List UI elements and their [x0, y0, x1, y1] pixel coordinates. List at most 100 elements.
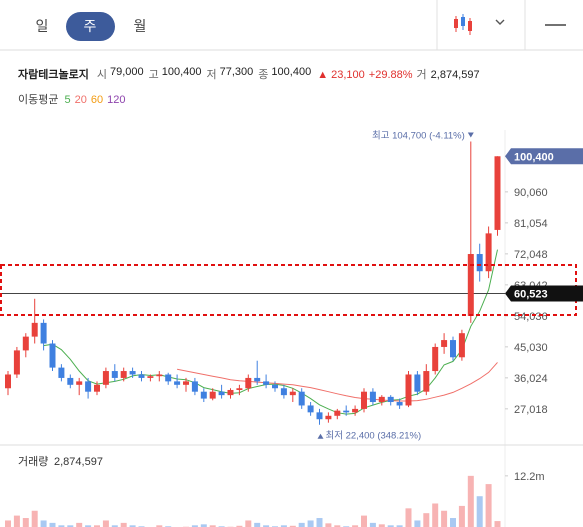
volume-bar [13, 515, 20, 527]
quote-value: 79,000 [109, 66, 144, 78]
quote-label: 저 [206, 69, 217, 81]
candle-body [22, 336, 29, 351]
volume-bar [94, 525, 100, 527]
ma-legend: 이동평균 5 20 60 120 [18, 91, 125, 107]
candle-body [352, 408, 359, 413]
y-tick-label: 54,036 [514, 311, 548, 323]
quote-row: 자람테크놀로지 시 79,000 고 100,400 저 77,300 종 100,400 ▲… [18, 66, 482, 82]
candle-body [58, 367, 65, 378]
volume-bar [307, 520, 314, 527]
candle-body [218, 391, 225, 396]
change-value: 23,100 [331, 69, 365, 81]
candle-body [450, 340, 456, 358]
candle-body [174, 381, 181, 385]
tab-month[interactable]: 월 [134, 18, 147, 34]
candle-body [76, 381, 83, 385]
candle-body [191, 381, 198, 392]
volume-bar [191, 525, 198, 527]
volume-bar [263, 525, 270, 527]
ma-legend-item: 20 [74, 94, 87, 106]
y-tick-label: 81,054 [514, 218, 548, 230]
candle-body [102, 371, 109, 385]
candle-body [209, 391, 216, 399]
y-tick-label: 27,018 [514, 404, 548, 416]
candle-body [476, 254, 483, 272]
ma-label: 이동평균 [18, 94, 59, 106]
low-annotation: 최저 22,400 (348.21%) [326, 431, 422, 442]
candle-body [361, 391, 367, 409]
candle-body [5, 374, 11, 389]
volume-bar [387, 525, 394, 527]
quote-label: 고 [148, 69, 159, 81]
tab-week[interactable]: 주 [84, 18, 97, 34]
candle-body [343, 410, 350, 413]
volume-bar [254, 522, 261, 527]
volume-bar [200, 524, 207, 527]
high-arrow [467, 132, 474, 138]
change-pct: +29.88% [368, 69, 413, 81]
y-tick-label: 36,024 [514, 373, 548, 385]
quote-list: 시 79,000 고 100,400 저 77,300 종 100,400 [97, 66, 313, 82]
chart-type-icon[interactable] [454, 14, 472, 35]
candle-body [138, 374, 145, 378]
candle-body [40, 322, 47, 344]
candle-body [129, 371, 136, 375]
candle-body [263, 381, 270, 385]
candle-body [67, 377, 74, 385]
volume-short-label: 거 [416, 69, 427, 81]
ma-legend-item: 120 [107, 94, 126, 106]
low-arrow [317, 433, 324, 439]
candle-body [147, 376, 154, 378]
volume-value: 2,874,597 [54, 456, 103, 468]
volume-bar [111, 525, 118, 527]
volume-bar [236, 525, 243, 527]
candle-body [325, 415, 332, 420]
volume-bar [120, 522, 127, 527]
stock-name: 자람테크놀로지 [18, 69, 89, 81]
volume-bar [156, 525, 163, 527]
y-tick-label: 45,030 [514, 342, 548, 354]
candle-body [49, 343, 56, 368]
quote-label: 종 [258, 69, 269, 81]
volume-bar [458, 505, 465, 527]
plot-area: 27,01836,02445,03054,03663,04272,04881,0… [0, 130, 548, 527]
candle-body [289, 391, 296, 396]
candle-body [183, 381, 189, 385]
volume-bar [325, 523, 332, 527]
candle-body [387, 396, 394, 403]
volume-bar [485, 484, 492, 527]
current-price-box [505, 148, 583, 165]
volume-bar [432, 503, 439, 527]
volume-bar [378, 524, 385, 527]
volume-bar [396, 525, 403, 527]
volume-tick-label: 12.2m [514, 471, 545, 483]
quote-value: 100,400 [161, 66, 202, 78]
volume-bar [49, 522, 56, 527]
y-tick-label: 90,060 [514, 187, 548, 199]
quote-label: 시 [96, 69, 107, 81]
volume-bar [31, 510, 38, 527]
candle-body [13, 350, 20, 375]
candle-body [405, 374, 412, 406]
volume-bar [209, 525, 216, 527]
dropdown-chevron[interactable] [495, 19, 505, 25]
volume-bar [441, 510, 448, 527]
volume-bar [361, 515, 367, 527]
candle-body [423, 371, 430, 392]
candle-body [120, 371, 127, 378]
volume-bar [289, 525, 296, 527]
volume-bar [476, 496, 483, 527]
volume-bar [102, 520, 109, 527]
volume-bar [76, 522, 83, 527]
candle-body [485, 233, 492, 272]
volume-bar [85, 525, 92, 527]
candle-body [254, 377, 261, 382]
volume-bar [67, 525, 74, 527]
volume-bar [316, 518, 323, 527]
candle-body [94, 384, 100, 392]
tab-day[interactable]: 일 [36, 18, 49, 34]
candle-body [441, 340, 448, 347]
tab-week-pill[interactable] [66, 12, 115, 41]
overlay: 100,400 60,523 [0, 148, 583, 316]
